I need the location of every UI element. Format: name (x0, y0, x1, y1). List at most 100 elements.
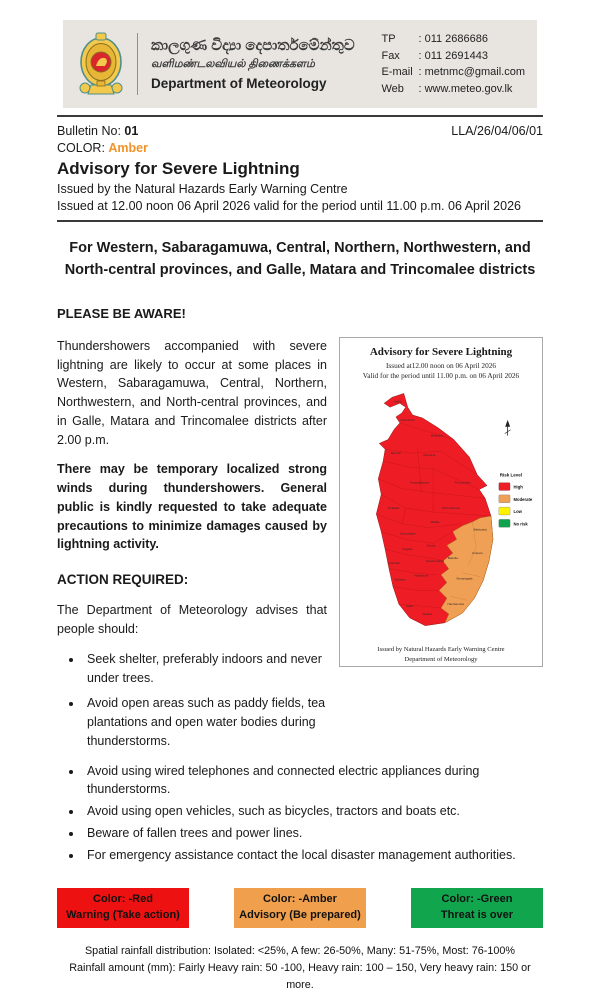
issued-by-line: Issued by the Natural Hazards Early Warn… (57, 182, 348, 196)
contact-block: TP : 011 2686686 Fax : 011 2691443 E-mai… (381, 31, 525, 97)
district-label: Puttalam (388, 506, 400, 510)
legend-swatch-high (498, 482, 511, 491)
bulletin-color-value: Amber (108, 141, 148, 155)
contact-fax-label: Fax (381, 49, 400, 62)
district-boundaries-moderate (450, 522, 481, 601)
advice-list-wide: Avoid using wired telephones and connect… (57, 762, 543, 865)
rainfall-amount-line: Rainfall amount (mm): Fairly Heavy rain:… (69, 961, 531, 991)
status-box-green-line2: Threat is over (440, 908, 514, 921)
contact-fax-value: : 011 2691443 (418, 49, 488, 62)
advises-intro: The Department of Meteorology advises th… (57, 603, 327, 637)
please-be-aware-heading: PLEASE BE AWARE! (57, 305, 186, 321)
advisory-document-page: කාලගුණ විද්‍යා දෙපාර්තමේන්තුව வளிமண்டலவி… (0, 0, 600, 853)
org-name-tamil: வளிமண்டலவியல் திணைக்களம் (151, 58, 315, 71)
org-name-english: Department of Meteorology (151, 75, 327, 91)
bulletin-info-row: Bulletin No: 01 LLA/26/04/06/01 (57, 124, 543, 138)
legend-swatch-no-risk (498, 519, 511, 528)
contact-web: Web : www.meteo.gov.lk (381, 81, 525, 98)
north-arrow-icon (504, 420, 511, 436)
sri-lanka-risk-map: Jaffna Kilinochchi Mullaitivu Mannar Vavuniy… (376, 393, 533, 627)
advice-item: Avoid using wired telephones and connect… (83, 762, 543, 798)
bulletin-color-line: COLOR: Amber (57, 141, 543, 155)
status-box-red-line2: Warning (Take action) (66, 908, 180, 921)
legend-label: Low (514, 509, 523, 514)
district-label: Monaragala (457, 577, 473, 581)
advice-item: Avoid using open vehicles, such as bicyc… (83, 802, 543, 820)
risk-map-panel: Advisory for Severe Lightning Issued at1… (339, 336, 543, 667)
header-rule (57, 115, 543, 117)
status-box-amber-line1: Color: -Amber (263, 893, 337, 906)
section-rule (57, 220, 543, 222)
contact-tp: TP : 011 2686686 (381, 31, 525, 48)
bulletin-number-value: 01 (124, 124, 139, 138)
content-columns: Thundershowers accompanied with severe l… (57, 336, 543, 758)
status-box-red-line1: Color: -Red (93, 893, 153, 906)
map-issued-line: Issued at12.00 noon on 06 April 2026 (385, 360, 497, 370)
contact-web-label: Web (381, 82, 404, 95)
advisory-title: Advisory for Severe Lightning (57, 159, 300, 178)
status-box-green: Color: -Green Threat is over (411, 888, 543, 929)
district-label: Mullaitivu (431, 434, 444, 438)
status-box-red: Color: -Red Warning (Take action) (57, 888, 189, 929)
advice-item: Avoid open areas such as paddy fields, t… (83, 694, 327, 750)
legend-swatch-low (498, 507, 511, 516)
color-code-legend: Color: -Red Warning (Take action) Color:… (57, 888, 543, 929)
map-footer: Issued by Natural Hazards Early Warning … (343, 645, 539, 664)
district-label: Kegalle (403, 548, 413, 552)
rainfall-distribution-line: Spatial rainfall distribution: Isolated:… (84, 945, 515, 958)
district-label: Nuwara Eliya (426, 559, 444, 563)
legend-swatch-moderate (498, 495, 511, 504)
status-box-amber: Color: -Amber Advisory (Be prepared) (234, 888, 366, 929)
contact-web-value: : www.meteo.gov.lk (418, 82, 513, 95)
district-label: Ampara (472, 552, 483, 556)
action-required-heading: ACTION REQUIRED: (57, 572, 189, 588)
map-legend-items: High Moderate Low No risk (498, 482, 533, 528)
region-heading-line1: For Western, Sabaragamuwa, Central, Nort… (69, 240, 531, 256)
map-footer-line2: Department of Meteorology (404, 655, 478, 663)
legend-label: No risk (514, 522, 529, 527)
contact-email-value: : metnmc@gmail.com (418, 66, 525, 78)
rainfall-definitions: Spatial rainfall distribution: Isolated:… (57, 943, 543, 993)
contact-email-label: E-mail (381, 66, 413, 78)
risk-level-label: Risk Level (500, 473, 522, 478)
district-label: Galle (406, 604, 413, 608)
letterhead: කාලගුණ විද්‍යා දෙපාර්තමේන්තුව வளிமண்டலவி… (63, 20, 537, 108)
org-name-sinhala: කාලගුණ විද්‍යා දෙපාර්තමේන්තුව (151, 36, 355, 54)
contact-fax: Fax : 011 2691443 (381, 48, 525, 65)
advisory-paragraph-1: Thundershowers accompanied with severe l… (57, 338, 327, 447)
sri-lanka-emblem-icon (75, 29, 127, 99)
region-heading-line2: North-central provinces, and Galle, Mata… (64, 262, 536, 279)
contact-tp-label: TP (381, 33, 396, 45)
map-region-moderate-risk (438, 515, 494, 624)
contact-email: E-mail : metnmc@gmail.com (381, 64, 525, 81)
bulletin-number: Bulletin No: 01 (57, 124, 138, 138)
district-label: Badulla (448, 556, 458, 560)
region-heading: For Western, Sabaragamuwa, Central, Nort… (61, 237, 539, 282)
bulletin-color-label: COLOR: (57, 141, 109, 155)
district-label: Kandy (427, 544, 436, 548)
bulletin-reference: LLA/26/04/06/01 (451, 124, 543, 138)
district-label: Colombo (388, 561, 400, 565)
advice-item: For emergency assistance contact the loc… (83, 846, 543, 864)
advice-item: Seek shelter, preferably indoors and nev… (83, 650, 327, 688)
issued-at-line: Issued at 12.00 noon 06 April 2026 valid… (57, 199, 521, 213)
district-label: Anuradhapura (410, 481, 429, 485)
district-label: Ratnapura (414, 574, 428, 578)
advice-item: Beware of fallen trees and power lines. (83, 824, 543, 842)
district-label: Polonnaruwa (442, 506, 460, 510)
district-boundaries (376, 423, 491, 609)
org-names: කාලගුණ විද්‍යා දෙපාර්තමේන්තුව வளிமண்டலவி… (151, 37, 355, 91)
district-label: Trincomalee (454, 481, 471, 485)
map-subtitle: Issued at12.00 noon on 06 April 2026 Val… (343, 361, 539, 381)
district-label: Mannar (391, 452, 401, 456)
district-label: Jaffna (394, 400, 402, 404)
legend-label: High (514, 485, 524, 490)
status-box-amber-line2: Advisory (Be prepared) (239, 908, 361, 921)
header-divider (137, 33, 138, 95)
district-label: Hambantota (447, 602, 464, 606)
district-label: Matara (423, 612, 433, 616)
district-label: Kalutara (394, 578, 406, 582)
map-valid-line: Valid for the period until 11.00 p.m. on… (362, 371, 520, 381)
advice-list-narrow: Seek shelter, preferably indoors and nev… (57, 650, 327, 751)
status-box-green-line1: Color: -Green (441, 893, 513, 906)
